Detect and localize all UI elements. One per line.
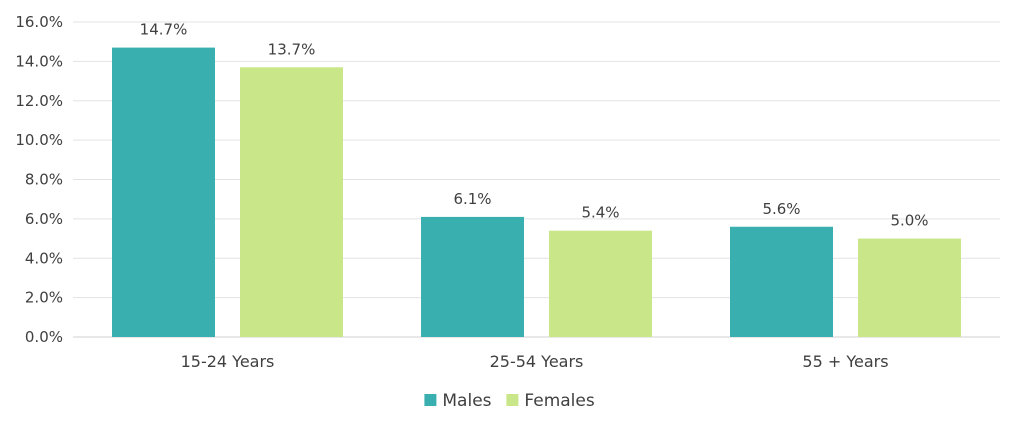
legend: Males Females	[424, 391, 595, 411]
y-tick-label: 4.0%	[25, 249, 63, 267]
legend-label: Females	[524, 391, 594, 411]
bars	[112, 47, 961, 337]
y-tick-label: 2.0%	[25, 289, 63, 307]
data-label: 14.7%	[140, 21, 188, 39]
x-axis-categories: 15-24 Years 25-54 Years 55 + Years	[181, 352, 889, 371]
y-tick-label: 6.0%	[25, 210, 63, 228]
y-tick-label: 14.0%	[15, 52, 63, 70]
data-label: 13.7%	[268, 40, 316, 58]
bar-males	[421, 216, 524, 337]
legend-label: Males	[442, 391, 491, 411]
data-label: 6.1%	[453, 190, 491, 208]
x-category-label: 15-24 Years	[181, 352, 275, 371]
bar-females	[240, 67, 343, 337]
legend-swatch-females	[506, 394, 519, 406]
legend-swatch-males	[424, 394, 437, 406]
y-tick-label: 8.0%	[25, 171, 63, 189]
data-label: 5.6%	[762, 200, 800, 218]
y-tick-label: 16.0%	[15, 13, 63, 31]
y-tick-label: 10.0%	[15, 131, 63, 149]
y-tick-label: 12.0%	[15, 92, 63, 110]
bar-females	[858, 238, 961, 337]
y-axis-ticks: 0.0% 2.0% 4.0% 6.0% 8.0% 10.0% 12.0% 14.0% 16.0%	[15, 13, 63, 346]
data-labels: 14.7% 13.7% 6.1% 5.4% 5.6% 5.0%	[140, 21, 929, 230]
bar-males	[112, 47, 215, 337]
data-label: 5.0%	[890, 212, 928, 230]
y-tick-label: 0.0%	[25, 328, 63, 346]
x-category-label: 55 + Years	[802, 352, 888, 371]
x-category-label: 25-54 Years	[490, 352, 584, 371]
bar-males	[730, 226, 833, 337]
data-label: 5.4%	[581, 204, 619, 222]
bar-females	[549, 230, 652, 337]
gridlines	[73, 21, 1000, 338]
